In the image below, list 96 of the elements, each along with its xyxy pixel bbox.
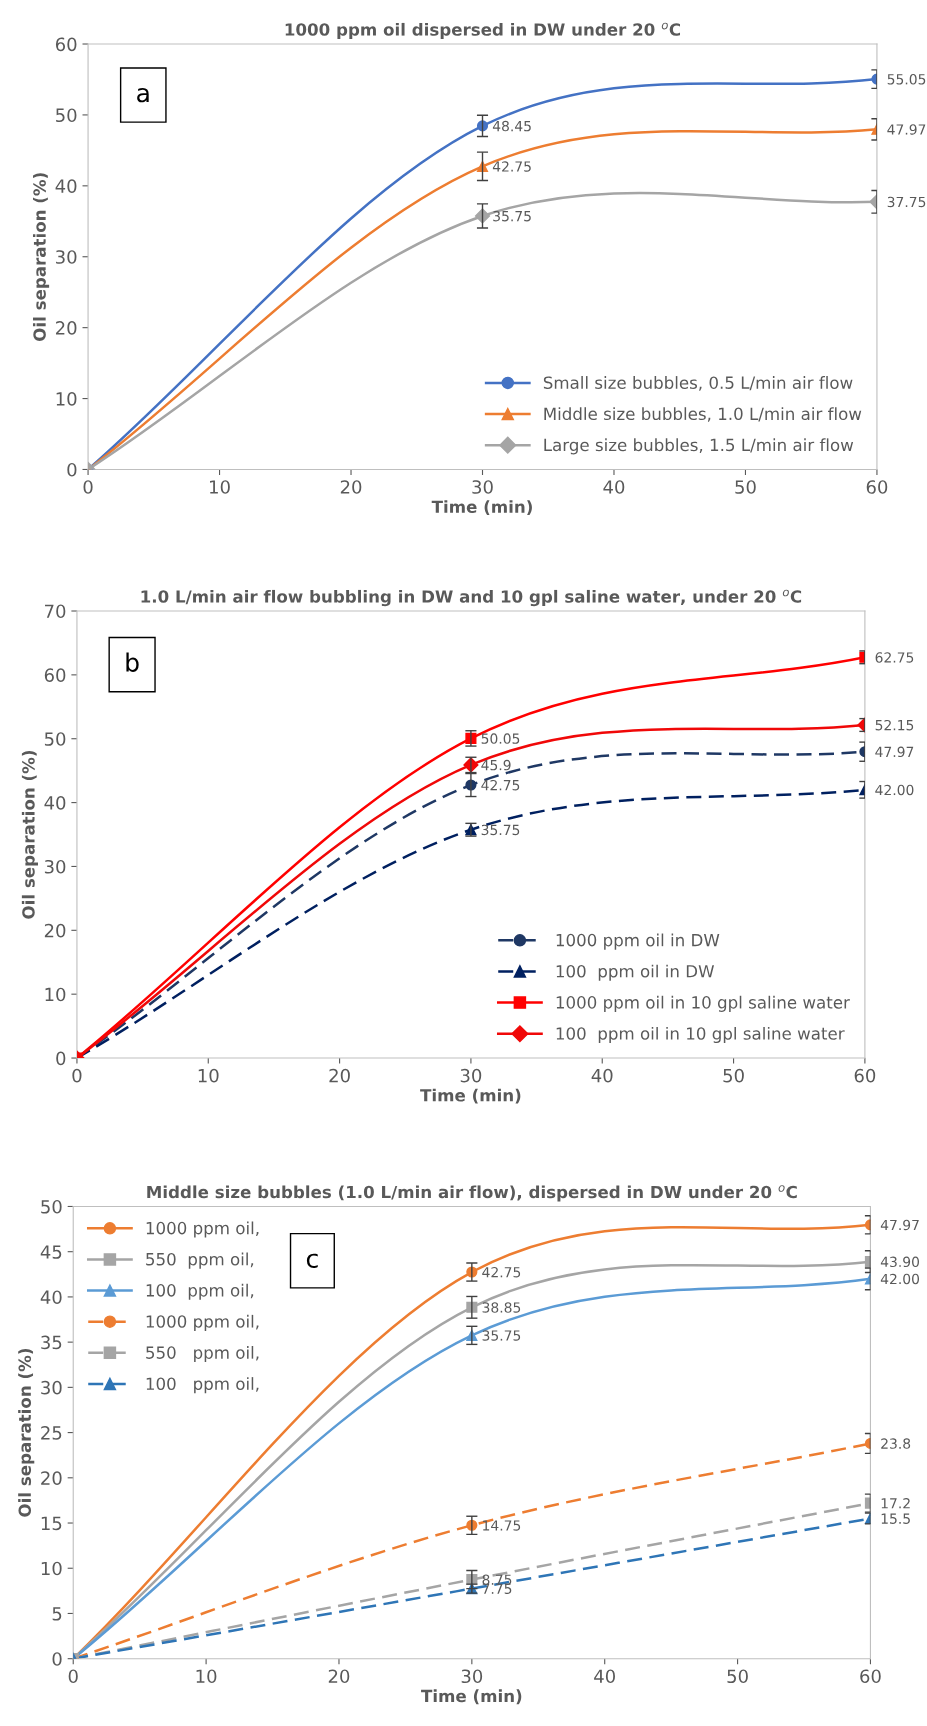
data-label: 17.2 bbox=[881, 1498, 910, 1509]
legend-label: Middle size bubbles, 1.0 L/min air flow bbox=[544, 407, 862, 422]
legend-label: 550 ppm oil, bbox=[146, 1252, 254, 1269]
data-label: 43.90 bbox=[880, 1256, 920, 1268]
y-tick-label: 10 bbox=[56, 392, 77, 406]
x-tick-label: 60 bbox=[854, 1068, 876, 1083]
y-tick-label: 50 bbox=[41, 1199, 62, 1214]
data-label: 15.5 bbox=[881, 1513, 910, 1524]
y-tick-label: 50 bbox=[44, 732, 66, 746]
data-label: 45.9 bbox=[481, 759, 511, 771]
data-label: 55.05 bbox=[887, 74, 926, 85]
y-tick-label: 60 bbox=[44, 668, 66, 682]
chart-title: 1.0 L/min air flow bubbling in DW and 10 gpl saline water, under 20 $^{o}$C bbox=[141, 589, 802, 607]
chart-title: 1000 ppm oil dispersed in DW under 20 $^{o}$C bbox=[285, 22, 681, 40]
x-tick-label: 40 bbox=[591, 1068, 613, 1083]
x-tick-label: 60 bbox=[860, 1669, 881, 1684]
data-label: 42.75 bbox=[481, 779, 520, 791]
x-tick-label: 10 bbox=[198, 1068, 219, 1083]
y-tick-label: 45 bbox=[40, 1245, 62, 1259]
data-label: 23.8 bbox=[881, 1438, 911, 1449]
data-label: 42.00 bbox=[880, 1273, 920, 1285]
legend-label: 1000 ppm oil, bbox=[146, 1221, 259, 1238]
data-label: 47.97 bbox=[880, 1219, 919, 1231]
legend-label: 100 ppm oil in 10 gpl saline water bbox=[556, 1026, 845, 1044]
x-tick-label: 30 bbox=[461, 1669, 483, 1684]
x-tick-label: 50 bbox=[735, 480, 756, 494]
legend-label: Large size bubbles, 1.5 L/min air flow bbox=[544, 438, 854, 455]
y-tick-label: 20 bbox=[56, 321, 77, 335]
data-label: 47.97 bbox=[875, 746, 914, 758]
y-tick-label: 70 bbox=[45, 604, 66, 619]
data-label: 47.97 bbox=[887, 124, 926, 135]
y-tick-label: 35 bbox=[41, 1335, 62, 1350]
x-tick-label: 40 bbox=[594, 1669, 615, 1684]
y-tick-label: 0 bbox=[67, 462, 77, 477]
data-label: 42.00 bbox=[875, 784, 914, 796]
y-axis-title: Oil separation (%) bbox=[18, 1349, 35, 1517]
data-label: 38.85 bbox=[482, 1302, 521, 1313]
annotation: a bbox=[137, 87, 149, 103]
x-tick-label: 10 bbox=[196, 1669, 217, 1684]
chart-title: Middle size bubbles (1.0 L/min air flow), dispersed in DW under 20 $^{o}$C bbox=[147, 1185, 797, 1202]
legend-label: 100 ppm oil, bbox=[146, 1283, 254, 1300]
y-tick-label: 30 bbox=[56, 250, 77, 264]
x-tick-label: 40 bbox=[603, 480, 625, 494]
x-tick-label: 30 bbox=[472, 480, 493, 494]
data-label: 42.75 bbox=[492, 161, 531, 172]
data-label: 62.75 bbox=[875, 652, 914, 663]
x-tick-label: 10 bbox=[210, 480, 230, 494]
x-axis-title: Time (min) bbox=[421, 1689, 522, 1705]
y-axis-title: Oil separation (%) bbox=[32, 173, 50, 341]
y-tick-label: 0 bbox=[56, 1051, 66, 1066]
y-tick-label: 5 bbox=[52, 1607, 62, 1621]
data-label: 8.75 bbox=[482, 1574, 512, 1585]
y-tick-label: 40 bbox=[44, 796, 66, 810]
legend-label: 100 ppm oil, bbox=[146, 1377, 259, 1394]
data-label: 14.75 bbox=[483, 1520, 521, 1531]
x-tick-label: 60 bbox=[866, 480, 888, 494]
data-label: 35.75 bbox=[493, 210, 531, 222]
annotation: c bbox=[306, 1253, 318, 1268]
y-tick-label: 10 bbox=[45, 987, 66, 1002]
x-tick-label: 0 bbox=[83, 480, 93, 494]
data-label: 48.45 bbox=[492, 120, 531, 132]
legend-label: 100 ppm oil in DW bbox=[556, 964, 715, 981]
data-label: 42.75 bbox=[482, 1266, 521, 1278]
x-axis-title: Time (min) bbox=[420, 1088, 521, 1104]
x-tick-label: 50 bbox=[727, 1669, 748, 1684]
data-label: 35.75 bbox=[481, 824, 520, 836]
y-tick-label: 20 bbox=[44, 923, 66, 938]
legend-label: 1000 ppm oil in DW bbox=[556, 933, 720, 950]
legend-label: Small size bubbles, 0.5 L/min air flow bbox=[543, 376, 853, 391]
y-tick-label: 10 bbox=[41, 1561, 62, 1576]
y-tick-label: 15 bbox=[41, 1516, 62, 1531]
y-tick-label: 60 bbox=[55, 37, 77, 52]
y-tick-label: 50 bbox=[56, 108, 77, 123]
data-label: 50.05 bbox=[481, 733, 520, 744]
x-tick-label: 20 bbox=[328, 1669, 350, 1684]
legend-label: 1000 ppm oil in 10 gpl saline water bbox=[556, 995, 850, 1012]
y-tick-label: 30 bbox=[44, 859, 66, 874]
y-tick-label: 25 bbox=[41, 1426, 62, 1440]
x-tick-label: 20 bbox=[340, 480, 362, 494]
data-label: 52.15 bbox=[875, 719, 914, 731]
y-tick-label: 40 bbox=[55, 179, 77, 193]
x-tick-label: 20 bbox=[329, 1068, 350, 1083]
data-label: 37.75 bbox=[887, 196, 926, 208]
x-tick-label: 50 bbox=[723, 1068, 744, 1083]
y-tick-label: 40 bbox=[40, 1290, 62, 1305]
y-axis-title: Oil separation (%) bbox=[21, 750, 38, 919]
y-tick-label: 30 bbox=[41, 1380, 62, 1395]
legend-label: 1000 ppm oil, bbox=[146, 1314, 259, 1331]
y-tick-label: 0 bbox=[52, 1652, 62, 1666]
data-label: 35.75 bbox=[482, 1330, 521, 1341]
y-tick-label: 20 bbox=[41, 1471, 62, 1485]
annotation: b bbox=[126, 652, 139, 672]
x-tick-label: 30 bbox=[460, 1068, 482, 1083]
legend-label: 550 ppm oil, bbox=[146, 1345, 259, 1363]
x-axis-title: Time (min) bbox=[431, 500, 532, 515]
data-label: 7.75 bbox=[482, 1583, 512, 1595]
